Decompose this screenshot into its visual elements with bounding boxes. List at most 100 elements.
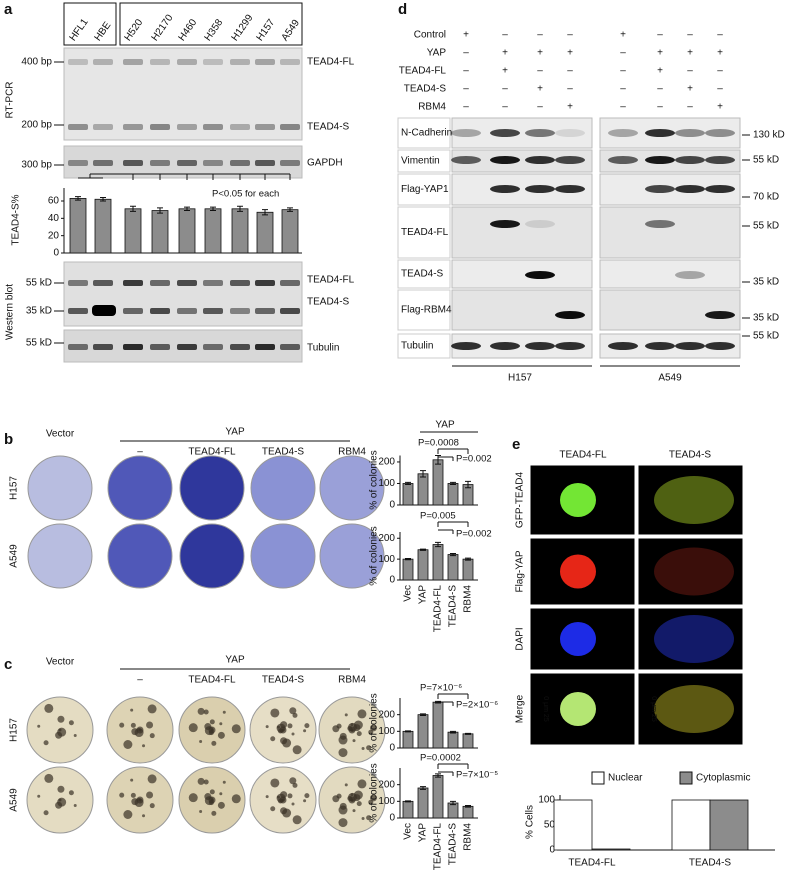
colony [338,805,348,815]
colony [136,726,144,734]
colony [270,708,280,718]
plate [319,523,385,589]
band [490,342,520,350]
band [123,280,143,286]
condition-sign: – [620,66,626,77]
y-tick-label: 100 [378,726,395,737]
condition-sign: – [567,84,573,95]
colony [231,794,241,804]
y-tick-label: 100 [378,554,395,565]
band [645,342,675,350]
colony [219,792,223,796]
y-axis-label: % of colonies [369,450,380,509]
band [93,344,113,350]
band [68,59,88,65]
band [675,271,705,279]
bar [462,805,474,819]
colony [217,731,225,739]
colony [352,739,356,743]
colony [292,782,298,788]
band [280,160,300,166]
band [150,308,170,314]
annotation: P=0.002 [456,454,492,465]
size-marker: 55 kD [753,331,779,342]
lane-label: H2170 [150,12,176,43]
colony [304,793,310,799]
treatment-label: – [137,447,143,458]
condition-sign: – [657,102,663,113]
condition-sign: – [717,66,723,77]
colony [55,801,63,809]
blot-label: N-Cadherin [401,128,452,139]
colony [44,773,54,783]
panel-label: c [4,656,12,673]
band-label: TEAD4-FL [307,57,355,68]
error-bar [420,470,426,478]
colony [55,731,63,739]
size-marker: 200 bp [21,120,52,131]
treatment-label: RBM4 [338,447,366,458]
bar [447,554,459,581]
band [280,344,300,350]
side-label: RT-PCR [5,81,16,118]
band [177,124,197,130]
treatment-label: TEAD4-FL [188,447,236,458]
colony [130,778,134,782]
colony [209,719,215,725]
band-label: TEAD4-S [307,297,350,308]
condition-sign: – [537,102,543,113]
blot [451,206,593,259]
blot-label: Flag-YAP1 [401,184,449,195]
x-tick-label: TEAD4-S [448,585,459,628]
y-axis-label: % of colonies [369,693,380,752]
cell-signal [560,554,596,589]
y-tick-label: 100 [538,795,555,806]
error-bar [75,196,81,201]
condition-sign: – [567,66,573,77]
group-label: YAP [435,420,455,431]
condition-sign: + [537,48,543,59]
colony [222,710,226,714]
colony [222,780,226,784]
colony [303,799,307,803]
colony [356,801,362,807]
band [68,124,88,130]
band [123,160,143,166]
band [705,342,735,350]
colony [350,793,354,797]
band [150,344,170,350]
blot [599,259,741,289]
colony [344,713,348,717]
colony [197,777,205,785]
size-marker: 55 kD [26,278,52,289]
error-bar [465,732,471,735]
plate [27,455,93,521]
bar [591,848,631,851]
band [555,342,585,350]
annotation: P=0.0008 [418,438,459,449]
bar [178,208,196,254]
band [123,59,143,65]
bar [671,799,711,851]
plate [107,455,173,521]
y-tick-label: 100 [378,796,395,807]
colony [361,747,365,751]
bar [417,787,429,819]
band [177,160,197,166]
plate [179,523,245,589]
size-marker: 35 kD [753,277,779,288]
colony [73,804,77,808]
y-tick-label: 200 [378,533,395,544]
bar [417,549,429,581]
treatment-label: – [137,675,143,686]
band [525,342,555,350]
x-tick-label: Vec [403,585,414,602]
band-label: Tubulin [307,343,339,354]
bar [124,208,142,254]
y-tick-label: 200 [378,779,395,790]
size-marker: 55 kD [26,338,52,349]
bar [447,802,459,819]
band [705,129,735,137]
colony [366,745,372,751]
